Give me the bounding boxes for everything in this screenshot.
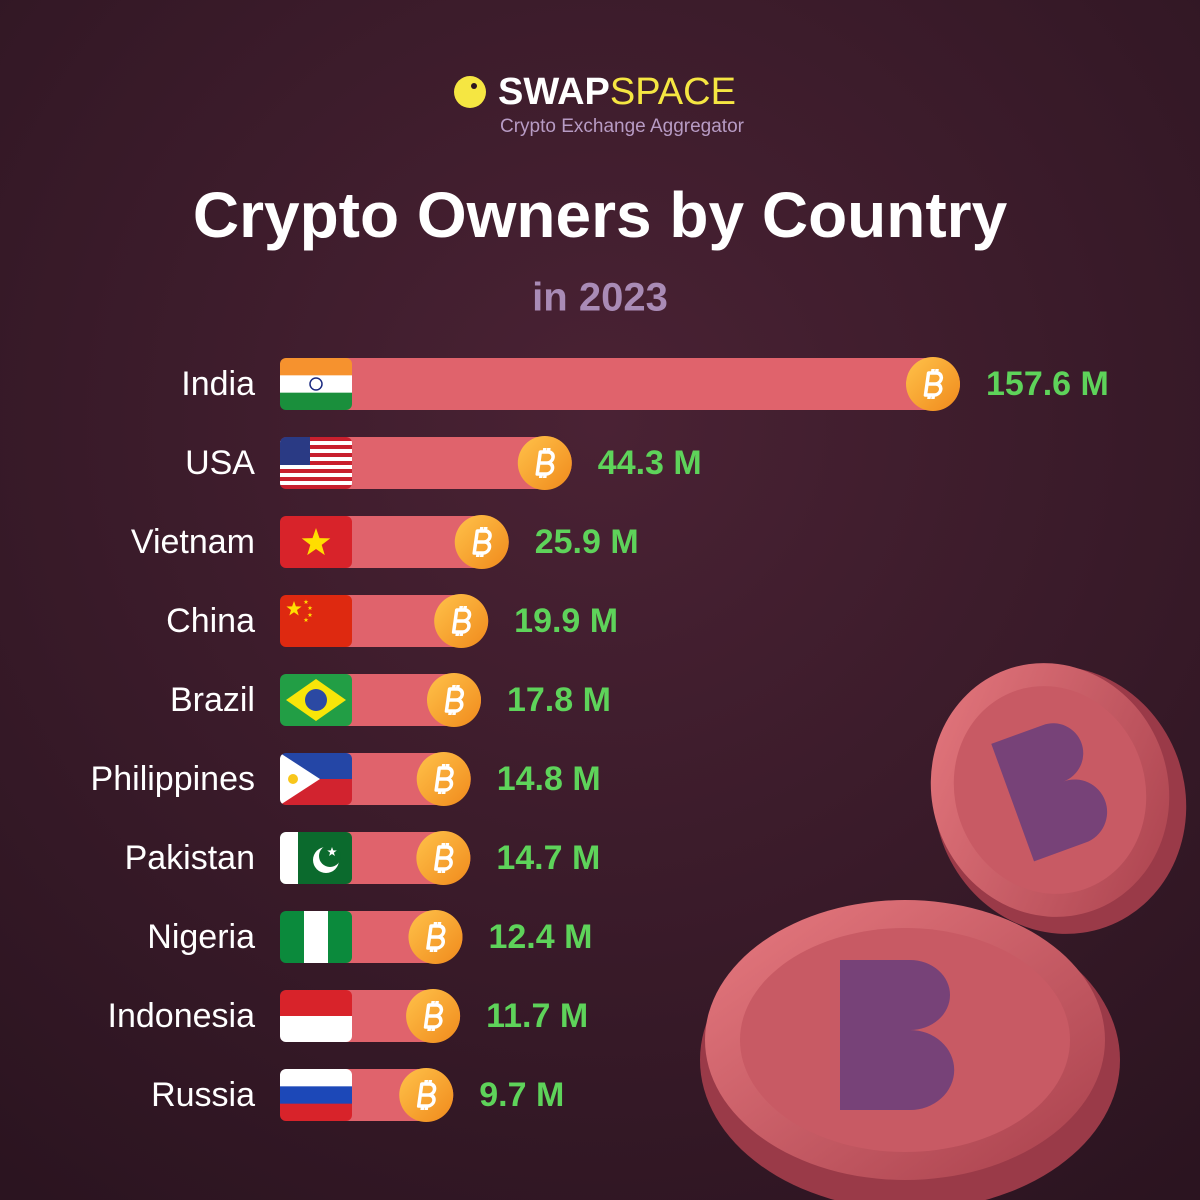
flag — [280, 1069, 352, 1121]
star — [307, 612, 313, 617]
value-label: 12.4 M — [488, 918, 592, 956]
decor-coins — [700, 663, 1187, 1200]
category-label: Philippines — [91, 760, 255, 798]
star — [303, 617, 309, 622]
value-label: 17.8 M — [507, 681, 611, 719]
star — [303, 599, 309, 604]
value-label: 19.9 M — [514, 602, 618, 640]
stripe — [280, 457, 352, 462]
brand-b: SPACE — [610, 71, 736, 113]
flag — [280, 674, 352, 726]
stripe — [280, 449, 352, 454]
logo-eye — [471, 83, 477, 89]
flag — [280, 358, 352, 410]
value-label: 9.7 M — [479, 1076, 564, 1114]
value-label: 44.3 M — [598, 444, 702, 482]
category-label: China — [166, 602, 255, 640]
coin-symbol — [434, 843, 454, 873]
top — [280, 990, 352, 1016]
stripe — [280, 473, 352, 478]
coin-symbol — [535, 448, 555, 478]
coin-symbol — [444, 685, 465, 715]
wheel — [309, 377, 323, 391]
brand: SWAPSPACE — [498, 71, 736, 113]
coin-symbol — [426, 922, 446, 952]
stripe — [280, 453, 352, 458]
star — [307, 605, 313, 610]
stripe — [280, 911, 305, 963]
value-label: 157.6 M — [986, 365, 1109, 403]
stripe — [280, 477, 352, 482]
category-label: India — [181, 365, 255, 403]
coin-symbol — [416, 1080, 437, 1110]
chart-subtitle: in 2023 — [532, 276, 668, 320]
stripe — [280, 437, 352, 442]
category-label: Brazil — [170, 681, 255, 719]
coin-symbol — [472, 527, 492, 557]
star — [286, 601, 302, 616]
star — [301, 528, 331, 556]
canton — [280, 437, 310, 465]
category-label: Russia — [151, 1076, 255, 1114]
flag — [280, 753, 352, 805]
bar — [300, 358, 960, 410]
stripe — [280, 481, 352, 486]
flag — [280, 990, 352, 1042]
sun — [288, 774, 298, 784]
flag — [280, 595, 352, 647]
stripe — [280, 358, 352, 376]
logo-icon — [454, 76, 486, 108]
stripe — [304, 911, 329, 963]
stripe — [280, 1086, 352, 1105]
value-label: 14.7 M — [496, 839, 600, 877]
flag — [280, 832, 352, 884]
category-label: Vietnam — [131, 523, 255, 561]
bottom — [280, 1016, 352, 1042]
stripe — [280, 469, 352, 474]
stripe — [280, 485, 352, 489]
value-label: 25.9 M — [535, 523, 639, 561]
stripe — [280, 1069, 352, 1087]
flag — [280, 911, 352, 963]
category-label: Nigeria — [147, 918, 255, 956]
bar — [300, 437, 572, 489]
stripe — [280, 375, 352, 394]
brand-a: SWAP — [498, 71, 610, 113]
value-label: 14.8 M — [497, 760, 601, 798]
stripe — [280, 465, 352, 470]
category-label: Indonesia — [108, 997, 256, 1035]
category-label: USA — [185, 444, 255, 482]
globe — [305, 689, 327, 711]
star — [327, 847, 337, 856]
crescent-cut — [319, 845, 341, 867]
stripe — [280, 461, 352, 466]
category-label: Pakistan — [125, 839, 255, 877]
stripe — [328, 911, 352, 963]
coin-symbol — [923, 369, 944, 399]
triangle — [280, 753, 320, 805]
stripe — [280, 1103, 352, 1121]
hoist — [280, 832, 298, 884]
value-label: 11.7 M — [486, 997, 588, 1035]
stripe — [280, 392, 352, 410]
bar — [300, 516, 509, 568]
field — [280, 595, 352, 647]
chart-title: Crypto Owners by Country — [193, 179, 1008, 251]
tagline: Crypto Exchange Aggregator — [500, 116, 745, 137]
stripe — [280, 445, 352, 450]
coin-symbol — [451, 606, 472, 636]
stripe — [280, 441, 352, 446]
flag — [280, 437, 352, 489]
coin-symbol — [423, 1001, 444, 1031]
coin-symbol — [434, 764, 454, 794]
flag — [280, 516, 352, 568]
